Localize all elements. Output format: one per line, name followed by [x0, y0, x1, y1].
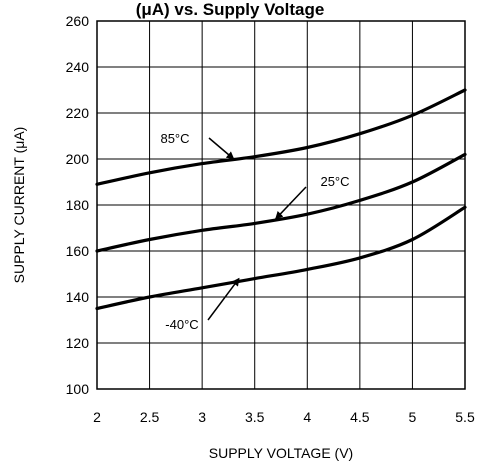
y-tick-label: 180 — [66, 197, 90, 213]
annotation-label-1: 25°C — [320, 174, 349, 189]
y-tick-label: 260 — [66, 13, 90, 29]
x-tick-label: 5 — [409, 409, 417, 425]
x-tick-label: 4.5 — [350, 409, 370, 425]
y-tick-label: 140 — [66, 289, 90, 305]
y-tick-label: 240 — [66, 59, 90, 75]
y-tick-label: 160 — [66, 243, 90, 259]
x-tick-label: 5.5 — [455, 409, 475, 425]
annotation-label-0: 85°C — [160, 131, 189, 146]
y-tick-label: 100 — [66, 381, 90, 397]
series-lines — [95, 88, 467, 311]
x-axis-title: SUPPLY VOLTAGE (V) — [209, 445, 353, 461]
series-line-2 — [95, 205, 467, 311]
y-tick-label: 220 — [66, 105, 90, 121]
x-tick-label: 3.5 — [245, 409, 265, 425]
x-tick-label: 4 — [303, 409, 311, 425]
annotation-arrow-0 — [208, 137, 235, 160]
series-annotations: 85°C 25°C -40°C — [160, 131, 349, 332]
y-tick-labels: 100 120 140 160 180 200 220 240 260 — [66, 13, 90, 397]
y-tick-label: 120 — [66, 335, 90, 351]
annotation-arrow-1 — [275, 186, 307, 220]
annotation-arrow-2 — [207, 277, 240, 321]
series-line-0 — [95, 88, 467, 186]
annotation-label-2: -40°C — [165, 317, 198, 332]
y-axis-title: SUPPLY CURRENT (μA) — [11, 127, 27, 284]
x-tick-label: 3 — [198, 409, 206, 425]
x-tick-label: 2.5 — [140, 409, 160, 425]
chart-title: (μA) vs. Supply Voltage — [136, 0, 325, 19]
y-tick-label: 200 — [66, 151, 90, 167]
x-tick-labels: 2 2.5 3 3.5 4 4.5 5 5.5 — [93, 409, 475, 425]
grid — [96, 20, 466, 390]
series-line-1 — [95, 152, 467, 253]
x-tick-label: 2 — [93, 409, 101, 425]
